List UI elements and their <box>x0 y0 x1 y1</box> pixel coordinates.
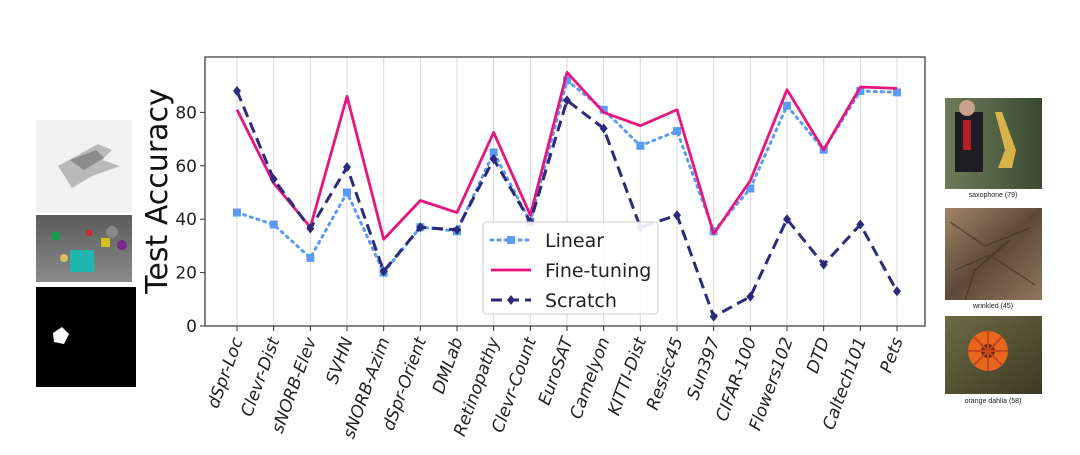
data-point-linear <box>636 141 645 150</box>
orange-dahlia-image <box>945 316 1042 394</box>
airplane-rendering-image <box>36 120 132 212</box>
data-point-linear <box>783 101 791 110</box>
data-point-scratch <box>233 86 241 97</box>
y-tick-label: 20 <box>175 264 197 284</box>
data-point-scratch <box>563 95 571 106</box>
x-tick-label: Sun397 <box>683 335 724 403</box>
data-point-scratch <box>893 286 901 297</box>
wrinkled-caption: wrinkled (45) <box>972 303 1013 310</box>
data-point-linear <box>489 148 498 157</box>
data-point-scratch <box>746 291 755 302</box>
data-point-linear <box>673 127 681 136</box>
data-point-scratch <box>453 224 461 235</box>
data-point-linear <box>856 87 865 96</box>
data-point-linear <box>233 208 241 217</box>
data-point-linear <box>746 184 755 193</box>
legend-label: Fine-tuning <box>545 260 651 282</box>
legend-label: Linear <box>545 230 604 252</box>
saxophone-image <box>945 98 1042 189</box>
data-point-scratch <box>599 123 608 134</box>
data-point-linear <box>599 105 608 114</box>
legend-marker <box>507 236 515 244</box>
wrinkled-texture-image <box>945 208 1042 301</box>
data-point-linear <box>269 220 278 229</box>
dsprites-mask-image <box>36 287 136 387</box>
series-line-fine-tuning <box>235 70 898 241</box>
legend-box <box>482 221 659 315</box>
data-point-scratch <box>783 214 791 225</box>
data-point-linear <box>563 76 571 85</box>
x-tick-label: EuroSAT <box>535 333 578 408</box>
data-point-linear <box>893 88 901 97</box>
clevr-scene-image <box>36 215 132 282</box>
data-point-scratch <box>819 259 828 270</box>
saxophone-caption: saxophone (79) <box>969 192 1018 199</box>
dahlia-caption: orange dahlia (58) <box>965 398 1022 405</box>
data-point-scratch <box>856 219 865 230</box>
x-tick-label: DMLab <box>429 335 468 397</box>
data-point-scratch <box>489 154 498 165</box>
plot-frame <box>204 56 926 327</box>
y-tick-label: 40 <box>175 210 197 230</box>
data-point-scratch <box>673 210 681 221</box>
y-axis-label: Test Accuracy <box>140 88 175 295</box>
data-point-scratch <box>306 223 315 234</box>
data-point-scratch <box>379 266 388 277</box>
data-point-scratch <box>343 162 351 173</box>
data-point-scratch <box>709 311 718 322</box>
legend-label: Scratch <box>545 290 617 312</box>
y-tick-label: 0 <box>186 317 197 337</box>
x-tick-label: SVHN <box>323 335 358 387</box>
y-tick-label: 60 <box>175 157 197 177</box>
x-tick-label: Pets <box>877 335 908 376</box>
y-tick-label: 80 <box>175 103 197 123</box>
legend-marker <box>507 295 515 305</box>
x-tick-label: DTD <box>803 335 834 376</box>
data-point-scratch <box>416 222 425 233</box>
x-tick-label: Resisc45 <box>643 335 688 413</box>
data-point-linear <box>306 253 315 262</box>
data-point-linear <box>343 188 351 197</box>
data-point-scratch <box>269 174 278 185</box>
